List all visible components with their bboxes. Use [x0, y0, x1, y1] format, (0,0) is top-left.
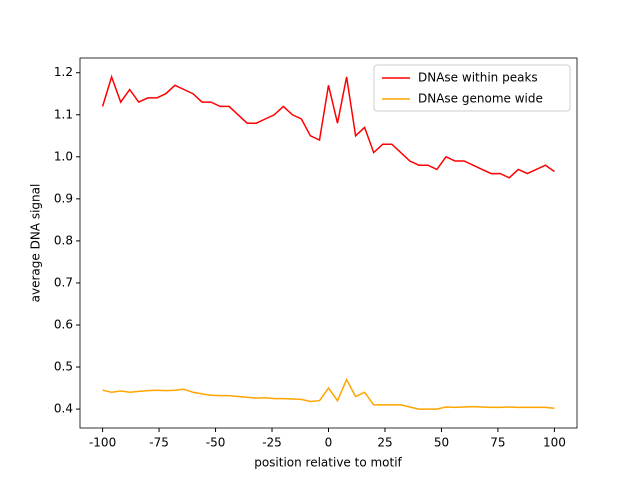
- y-tick-label: 1.0: [54, 149, 73, 163]
- x-tick-label: 50: [434, 436, 449, 450]
- y-tick-label: 0.6: [54, 317, 73, 331]
- series-line: [102, 377, 555, 410]
- y-axis-label: average DNA signal: [29, 184, 43, 303]
- y-tick-label: 1.2: [54, 65, 73, 79]
- legend-label: DNAse genome wide: [418, 92, 543, 106]
- x-tick-label: 25: [377, 436, 392, 450]
- series-line: [101, 74, 555, 179]
- x-tick-label: -75: [149, 436, 169, 450]
- legend-label: DNAse within peaks: [418, 71, 538, 85]
- legend-box: [373, 64, 571, 112]
- x-tick-label: 75: [490, 436, 505, 450]
- y-tick-label: 0.7: [54, 275, 73, 289]
- y-tick-label: 1.1: [54, 107, 73, 121]
- axes-frame: [79, 57, 578, 429]
- y-tick-label: 0.8: [54, 233, 73, 247]
- x-tick-label: -25: [262, 436, 282, 450]
- y-tick-label: 0.5: [54, 360, 73, 374]
- x-tick-label: 0: [325, 436, 333, 450]
- y-tick-label: 0.9: [54, 191, 73, 205]
- y-tick-label: 0.4: [54, 402, 73, 416]
- x-axis-label: position relative to motif: [254, 456, 402, 470]
- x-tick-label: 100: [543, 436, 566, 450]
- x-tick-label: -100: [89, 436, 116, 450]
- x-tick-label: -50: [206, 436, 226, 450]
